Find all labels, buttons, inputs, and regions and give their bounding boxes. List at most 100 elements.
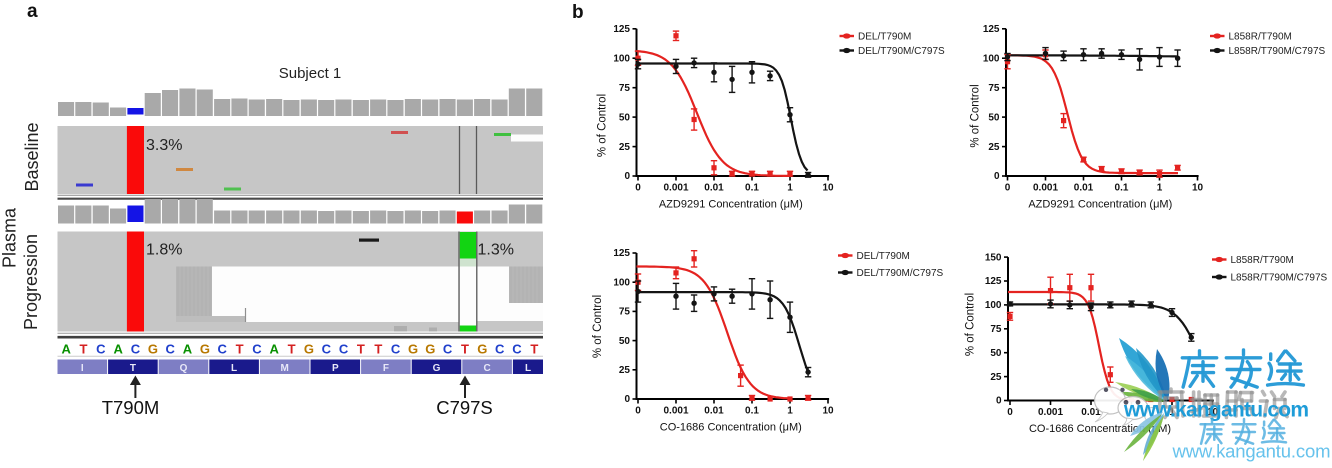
svg-text:0: 0 [635,406,641,417]
svg-text:I: I [81,363,84,374]
svg-text:1: 1 [1157,183,1163,194]
svg-text:C: C [512,342,522,357]
svg-text:1: 1 [787,183,793,194]
svg-text:100: 100 [985,300,1002,311]
svg-text:125: 125 [613,248,630,259]
svg-text:0.1: 0.1 [745,183,759,194]
svg-text:10: 10 [1192,183,1204,194]
svg-text:10: 10 [822,406,834,417]
svg-text:C: C [483,363,490,374]
svg-text:0: 0 [1007,407,1013,418]
svg-text:1.3%: 1.3% [478,242,514,259]
svg-text:25: 25 [990,372,1002,383]
svg-text:A: A [114,342,124,357]
svg-text:0.01: 0.01 [1074,183,1094,194]
svg-text:C: C [252,342,262,357]
svg-text:T: T [236,342,244,357]
svg-text:0: 0 [624,171,630,182]
svg-text:0.01: 0.01 [1081,407,1101,418]
svg-text:0: 0 [996,396,1002,407]
svg-text:AZD9291 Concentration (μM): AZD9291 Concentration (μM) [1028,199,1172,211]
svg-text:G: G [148,342,158,357]
svg-text:% of Control: % of Control [597,94,609,157]
svg-text:L858R/T790M/C797S: L858R/T790M/C797S [1231,273,1328,284]
svg-text:% of Control: % of Control [970,84,982,147]
svg-text:125: 125 [983,24,1000,35]
svg-text:L: L [525,363,531,374]
svg-text:L858R/T790M: L858R/T790M [1229,32,1292,43]
svg-text:T: T [530,342,538,357]
svg-text:M: M [281,363,289,374]
svg-text:a: a [27,1,38,22]
svg-text:0: 0 [624,394,630,405]
svg-text:P: P [332,363,339,374]
svg-text:Q: Q [180,363,188,374]
svg-text:L: L [231,363,237,374]
svg-text:A: A [183,342,193,357]
svg-text:DEL/T790M/C797S: DEL/T790M/C797S [857,268,944,279]
svg-text:75: 75 [990,324,1002,335]
svg-text:125: 125 [985,276,1002,287]
svg-text:1: 1 [787,406,793,417]
svg-text:% of Control: % of Control [965,293,977,356]
svg-text:C: C [495,342,505,357]
svg-text:0: 0 [635,183,641,194]
svg-text:C: C [339,342,349,357]
svg-text:25: 25 [988,142,1000,153]
svg-text:Subject 1: Subject 1 [279,65,342,82]
svg-text:75: 75 [988,83,1000,94]
svg-text:0.01: 0.01 [704,183,724,194]
svg-text:100: 100 [983,53,1000,64]
svg-text:www.kangantu.com: www.kangantu.com [1172,441,1331,462]
svg-text:C: C [166,342,176,357]
svg-text:AZD9291 Concentration (μM): AZD9291 Concentration (μM) [659,199,803,211]
svg-text:10: 10 [822,183,834,194]
svg-text:0.001: 0.001 [1038,407,1063,418]
svg-text:L858R/T790M/C797S: L858R/T790M/C797S [1229,46,1326,57]
svg-text:0.001: 0.001 [1033,183,1058,194]
svg-text:0: 0 [1005,183,1011,194]
svg-text:G: G [477,342,487,357]
svg-text:C: C [391,342,401,357]
svg-text:T: T [357,342,365,357]
svg-text:0: 0 [994,171,1000,182]
svg-text:G: G [425,342,435,357]
svg-text:C797S: C797S [436,397,493,418]
svg-text:T: T [288,342,296,357]
svg-text:0.1: 0.1 [745,406,759,417]
svg-text:C: C [96,342,106,357]
svg-text:C: C [322,342,332,357]
svg-text:A: A [270,342,280,357]
svg-text:G: G [408,342,418,357]
svg-text:www.kangantu.com: www.kangantu.com [1123,399,1309,422]
svg-text:C: C [443,342,453,357]
svg-text:F: F [383,363,389,374]
svg-text:125: 125 [613,24,630,35]
svg-text:G: G [433,363,441,374]
svg-text:25: 25 [619,142,631,153]
svg-text:100: 100 [613,53,630,64]
svg-text:G: G [200,342,210,357]
svg-text:T: T [461,342,469,357]
svg-text:Progression: Progression [21,234,41,330]
svg-text:T790M: T790M [102,397,160,418]
svg-text:DEL/T790M: DEL/T790M [857,251,910,262]
svg-text:0.001: 0.001 [663,406,688,417]
svg-text:A: A [62,342,72,357]
svg-text:3.3%: 3.3% [146,137,182,154]
svg-text:50: 50 [990,348,1002,359]
svg-text:50: 50 [988,112,1000,123]
svg-text:150: 150 [985,252,1002,263]
svg-text:% of Control: % of Control [592,295,604,358]
svg-text:CO-1686 Concentration (μM): CO-1686 Concentration (μM) [660,422,802,434]
svg-text:T: T [374,342,382,357]
svg-text:DEL/T790M/C797S: DEL/T790M/C797S [858,46,945,57]
svg-text:C: C [218,342,228,357]
svg-text:25: 25 [619,365,631,376]
svg-text:T: T [130,363,136,374]
svg-text:0.001: 0.001 [663,183,688,194]
svg-text:L858R/T790M: L858R/T790M [1231,255,1294,266]
svg-text:75: 75 [619,83,631,94]
svg-text:b: b [572,2,584,23]
svg-text:0.1: 0.1 [1115,183,1129,194]
